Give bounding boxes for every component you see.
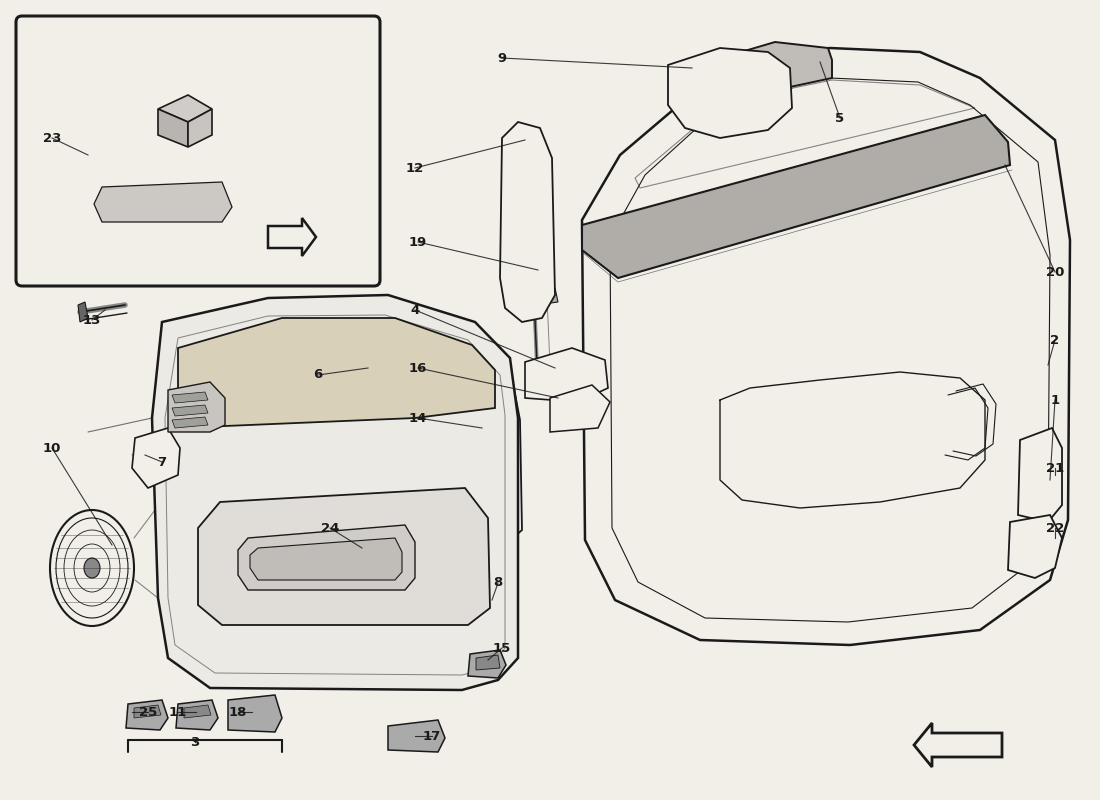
Polygon shape: [388, 720, 446, 752]
Polygon shape: [582, 115, 1010, 278]
FancyBboxPatch shape: [16, 16, 379, 286]
Text: 2: 2: [1050, 334, 1059, 346]
Ellipse shape: [485, 593, 499, 607]
Ellipse shape: [1032, 302, 1048, 318]
Polygon shape: [134, 705, 161, 718]
Polygon shape: [1018, 428, 1062, 522]
Polygon shape: [67, 77, 292, 252]
Polygon shape: [172, 392, 208, 403]
Polygon shape: [188, 109, 212, 147]
Ellipse shape: [954, 170, 970, 186]
Text: 22: 22: [1046, 522, 1064, 534]
Ellipse shape: [1028, 458, 1050, 486]
Polygon shape: [468, 650, 506, 678]
Polygon shape: [476, 655, 501, 670]
Ellipse shape: [1032, 390, 1048, 406]
Polygon shape: [158, 95, 212, 122]
Polygon shape: [250, 538, 402, 580]
Text: 17: 17: [422, 730, 441, 742]
Text: 19: 19: [409, 235, 427, 249]
Text: 5: 5: [835, 111, 845, 125]
Text: 6: 6: [314, 369, 322, 382]
Text: 12: 12: [406, 162, 425, 174]
Text: 1: 1: [1050, 394, 1059, 406]
Polygon shape: [198, 488, 490, 625]
Text: 3: 3: [190, 735, 199, 749]
Text: 18: 18: [229, 706, 248, 718]
Ellipse shape: [56, 518, 128, 618]
Ellipse shape: [754, 90, 770, 106]
Text: 16: 16: [409, 362, 427, 374]
Ellipse shape: [50, 510, 134, 626]
Polygon shape: [152, 295, 518, 690]
Ellipse shape: [811, 153, 829, 171]
Text: 25: 25: [139, 706, 157, 718]
Polygon shape: [528, 288, 558, 306]
Text: 9: 9: [497, 51, 507, 65]
Ellipse shape: [887, 144, 903, 160]
Polygon shape: [178, 318, 495, 428]
Ellipse shape: [659, 201, 676, 219]
Polygon shape: [176, 700, 218, 730]
Polygon shape: [668, 48, 792, 138]
Polygon shape: [172, 417, 208, 428]
Text: 21: 21: [1046, 462, 1064, 474]
Polygon shape: [1008, 515, 1062, 578]
Polygon shape: [228, 695, 282, 732]
Ellipse shape: [1010, 220, 1026, 236]
Polygon shape: [184, 705, 211, 718]
Polygon shape: [78, 302, 88, 322]
Text: 20: 20: [1046, 266, 1064, 278]
Polygon shape: [172, 405, 208, 416]
Text: 14: 14: [409, 411, 427, 425]
Polygon shape: [582, 48, 1070, 645]
Polygon shape: [680, 42, 832, 108]
Polygon shape: [500, 122, 556, 322]
Ellipse shape: [719, 173, 737, 191]
Text: 8: 8: [494, 577, 503, 590]
Polygon shape: [132, 428, 180, 488]
Ellipse shape: [717, 72, 743, 92]
Text: 10: 10: [43, 442, 62, 454]
Text: 24: 24: [321, 522, 339, 534]
Ellipse shape: [84, 558, 100, 578]
Text: 7: 7: [157, 455, 166, 469]
Ellipse shape: [1030, 450, 1046, 466]
Polygon shape: [238, 525, 415, 590]
Ellipse shape: [488, 596, 496, 604]
Polygon shape: [525, 348, 608, 402]
Ellipse shape: [556, 370, 575, 386]
Polygon shape: [550, 385, 610, 432]
Text: 15: 15: [493, 642, 512, 654]
Polygon shape: [914, 723, 1002, 767]
Text: 23: 23: [43, 131, 62, 145]
Text: 13: 13: [82, 314, 101, 326]
Ellipse shape: [1026, 533, 1044, 557]
Polygon shape: [94, 182, 232, 222]
Polygon shape: [168, 382, 225, 432]
Text: 11: 11: [169, 706, 187, 718]
Polygon shape: [158, 109, 188, 147]
Polygon shape: [455, 368, 522, 548]
Text: 4: 4: [410, 303, 419, 317]
Polygon shape: [126, 700, 168, 730]
Ellipse shape: [148, 446, 168, 470]
